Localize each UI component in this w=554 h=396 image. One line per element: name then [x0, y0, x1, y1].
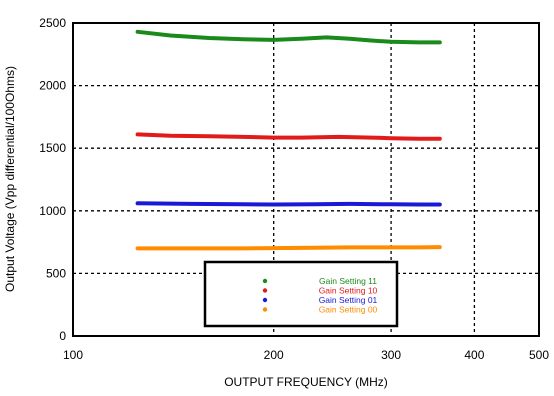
series-4 — [135, 245, 442, 251]
legend-label: Gain Setting 11 — [319, 276, 377, 286]
y-axis-label: Output Voltage (Vpp differential/100Ohms… — [3, 66, 17, 292]
series-1 — [135, 29, 442, 45]
plot-frame — [72, 22, 540, 337]
legend-label: Gain Setting 10 — [319, 286, 378, 296]
y-tick-label: 1000 — [39, 204, 66, 218]
y-tick-label: 2000 — [39, 79, 66, 93]
x-tick-label: 500 — [529, 348, 549, 362]
x-tick-labels: 100 200 300 400 500 — [63, 348, 549, 362]
series-3 — [135, 201, 442, 207]
series-line — [135, 201, 442, 207]
x-tick-label: 300 — [381, 348, 401, 362]
legend-marker — [262, 307, 268, 312]
y-tick-label: 1500 — [39, 141, 66, 155]
x-tick-label: 100 — [63, 348, 83, 362]
x-tick-label: 200 — [264, 348, 284, 362]
legend-marker — [262, 288, 268, 293]
x-tick-label: 400 — [464, 348, 484, 362]
legend-label: Gain Setting 01 — [319, 295, 378, 305]
legend-box — [203, 260, 399, 328]
legend-marker — [262, 278, 268, 284]
x-axis-label: OUTPUT FREQUENCY (MHz) — [224, 375, 388, 389]
y-tick-label: 2500 — [39, 16, 66, 30]
series-line — [135, 245, 442, 251]
series-line — [135, 132, 442, 141]
series-line — [135, 29, 442, 45]
legend-marker — [262, 297, 268, 303]
series-layer — [135, 29, 442, 251]
series-2 — [135, 132, 442, 141]
legend-label: Gain Setting 00 — [319, 305, 378, 315]
y-tick-label: 0 — [59, 329, 66, 343]
y-tick-labels: 0 500 1000 1500 2000 2500 — [39, 16, 66, 343]
y-tick-label: 500 — [46, 266, 66, 280]
